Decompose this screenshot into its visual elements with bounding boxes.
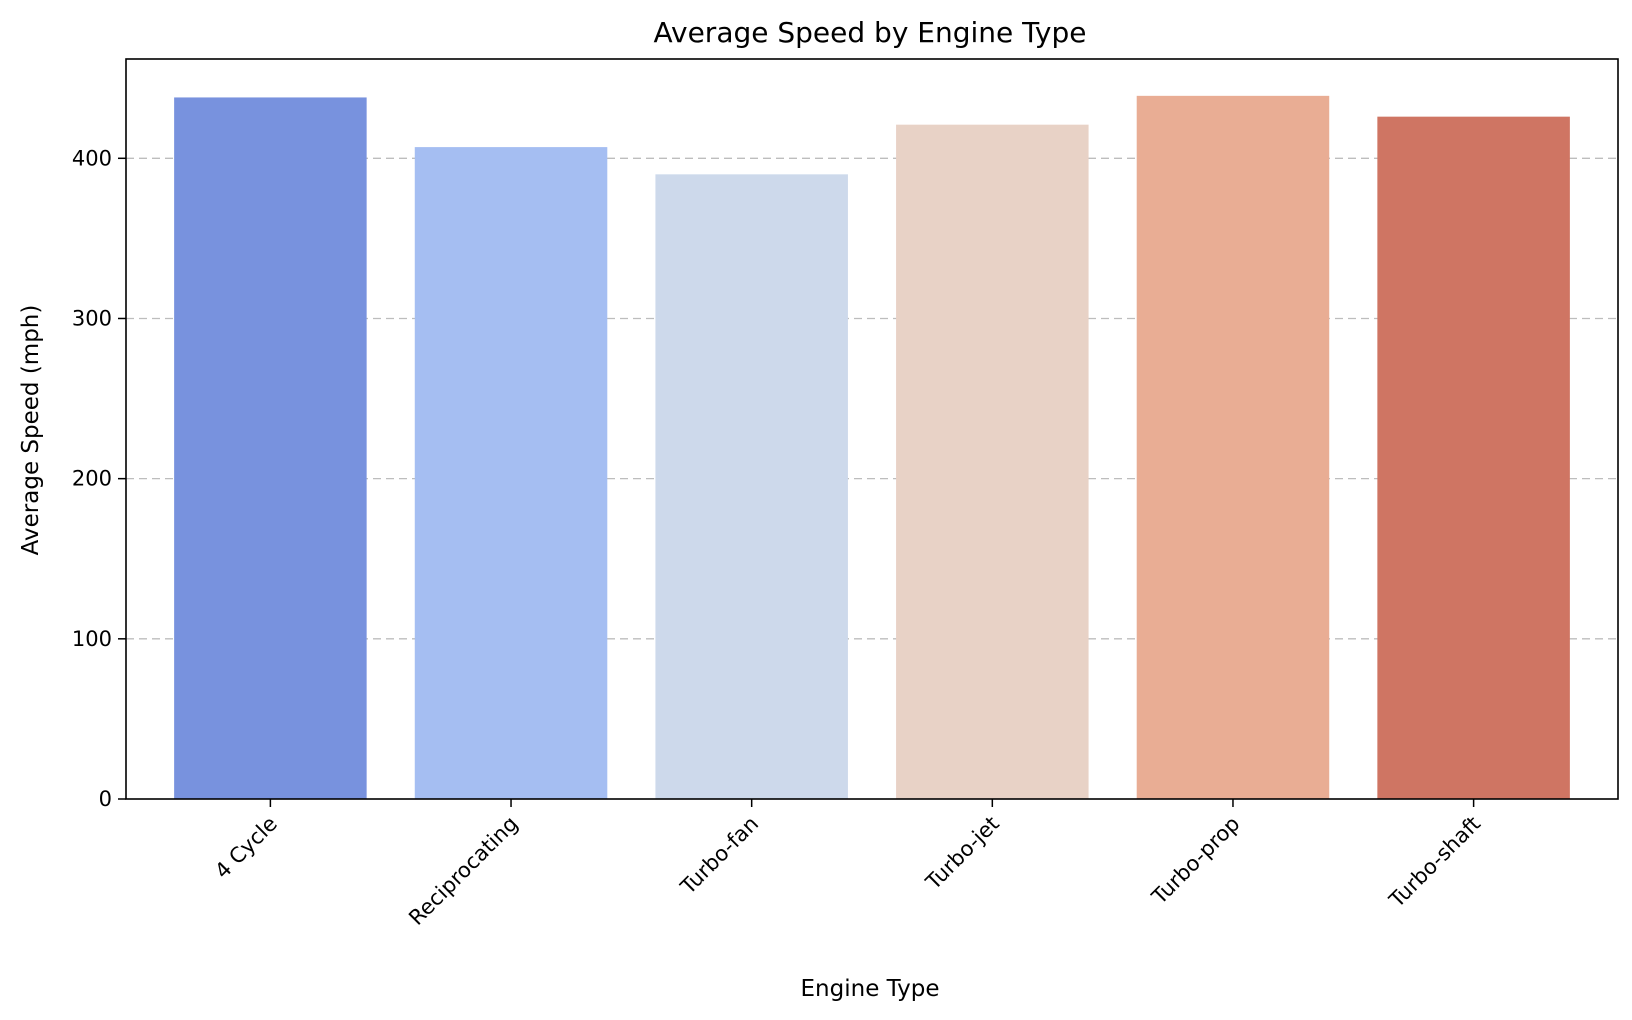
x-axis-label: Engine Type	[801, 976, 940, 1002]
x-tick-label: 4 Cycle	[210, 812, 282, 884]
x-tick-label: Turbo-jet	[921, 812, 1004, 895]
bars	[174, 95, 1570, 800]
grid-lines	[126, 157, 1618, 640]
x-tick-label: Turbo-prop	[1147, 812, 1245, 910]
bar-reciprocating	[414, 147, 608, 800]
bar-turbo-jet	[896, 124, 1089, 799]
x-tick-label: Turbo-shaft	[1384, 812, 1485, 913]
y-tick-label: 200	[72, 467, 112, 491]
y-tick-label: 100	[72, 627, 112, 651]
plot-area-frame	[125, 58, 1619, 800]
y-tick-label: 400	[72, 146, 112, 170]
chart-title: Average Speed by Engine Type	[654, 16, 1087, 49]
x-tick-label: Reciprocating	[404, 812, 522, 930]
x-tick-label: Turbo-fan	[675, 812, 763, 900]
x-axis: 4 Cycle Reciprocating Turbo-fan Turbo-jet Tu…	[210, 799, 1485, 930]
bar-turbo-prop	[1136, 95, 1330, 799]
y-axis-label: Average Speed (mph)	[18, 305, 44, 556]
bar-turbo-shaft	[1377, 116, 1570, 799]
y-axis: 0 100 200 300 400	[72, 146, 126, 811]
bar-4-cycle	[174, 97, 367, 800]
y-tick-label: 300	[72, 306, 112, 330]
y-tick-label: 0	[99, 787, 112, 811]
bar-turbo-fan	[655, 174, 848, 799]
